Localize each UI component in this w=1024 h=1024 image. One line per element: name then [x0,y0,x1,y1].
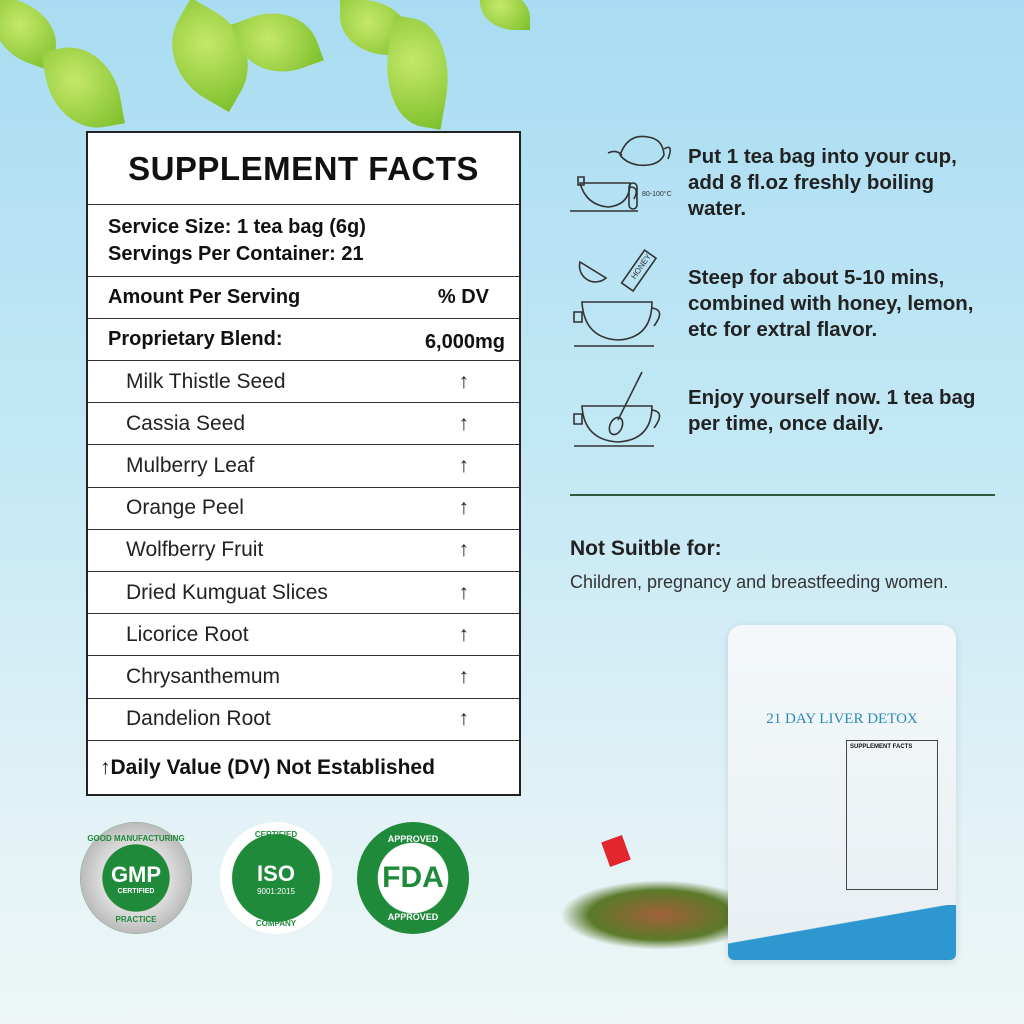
dv-arrow: ↑ [458,664,470,688]
ingredient-row: Dried Kumguat Slices ↑ [88,572,519,615]
servings-per-container: Servings Per Container: 21 [108,242,364,265]
warning-title: Not Suitble for: [570,537,722,560]
ingredient-name: Licorice Root [126,622,249,646]
blend-amount: 6,000mg [424,331,505,353]
temperature-label: 80-100°C [642,190,672,198]
dv-label: % DV [437,286,489,308]
dv-arrow: ↑ [458,622,470,646]
fda-badge: APPROVED FDA APPROVED [357,822,469,934]
ingredient-name: Mulberry Leaf [126,453,255,477]
ingredient-row: Milk Thistle Seed ↑ [88,361,519,404]
step-1-text: Put 1 tea bag into your cup, add 8 fl.oz… [688,145,957,220]
step-3-text: Enjoy yourself now. 1 tea bag per time, … [688,386,976,435]
gmp-badge: GOOD MANUFACTURING GMP CERTIFIED PRACTICE [80,822,192,934]
ingredient-row: Chrysanthemum ↑ [88,656,519,699]
dv-arrow: ↑ [458,369,470,393]
package-wave [728,905,956,960]
ingredient-name: Chrysanthemum [126,664,281,688]
ingredient-row: Licorice Root ↑ [88,614,519,657]
dv-arrow: ↑ [458,453,470,477]
step-2-text: Steep for about 5-10 mins, combined with… [688,266,974,341]
dv-arrow: ↑ [458,496,470,520]
ingredient-name: Milk Thistle Seed [126,369,286,393]
serving-info: Service Size: 1 tea bag (6g) Servings Pe… [88,205,519,277]
tea-bag-tag [601,835,631,867]
product-package: 21 DAY LIVER DETOX SUPPLEMENT FACTS [728,625,956,960]
ingredient-name: Dandelion Root [126,707,271,731]
blend-label: Proprietary Blend: [108,328,283,350]
ingredient-name: Cassia Seed [126,411,246,435]
loose-tea-image [560,880,760,950]
amount-label: Amount Per Serving [108,286,301,308]
dv-arrow: ↑ [458,707,470,731]
honey-lemon-cup-icon: HONEY [573,249,661,347]
dv-arrow: ↑ [458,538,470,562]
ingredient-name: Dried Kumguat Slices [126,580,328,604]
ingredient-row: Orange Peel ↑ [88,488,519,530]
blend-row: Proprietary Blend: 6,000mg [88,319,519,361]
ingredient-name: Wolfberry Fruit [126,538,264,562]
ingredient-row: Wolfberry Fruit ↑ [88,530,519,572]
serving-size: Service Size: 1 tea bag (6g) [108,215,366,238]
divider [570,494,995,496]
supplement-facts-panel: SUPPLEMENT FACTS Service Size: 1 tea bag… [86,131,521,796]
ingredient-row: Mulberry Leaf ↑ [88,445,519,488]
amount-header: Amount Per Serving % DV [88,277,519,319]
stir-spoon-cup-icon [573,371,661,447]
iso-badge: CERTIFIED ISO 9001:2015 COMPANY [220,822,332,934]
footnote: ↑Daily Value (DV) Not Established [100,756,435,780]
ingredient-row: Cassia Seed ↑ [88,403,519,446]
warning-text: Children, pregnancy and breastfeeding wo… [570,572,949,592]
dv-arrow: ↑ [458,580,470,604]
ingredient-name: Orange Peel [126,496,244,520]
facts-title: SUPPLEMENT FACTS [88,133,519,205]
dv-arrow: ↑ [458,411,470,435]
teapot-pour-icon: 80-100°C [570,135,672,212]
package-title: 21 DAY LIVER DETOX [766,711,918,727]
ingredient-row: Dandelion Root ↑ [88,699,519,741]
package-facts: SUPPLEMENT FACTS [846,740,938,890]
